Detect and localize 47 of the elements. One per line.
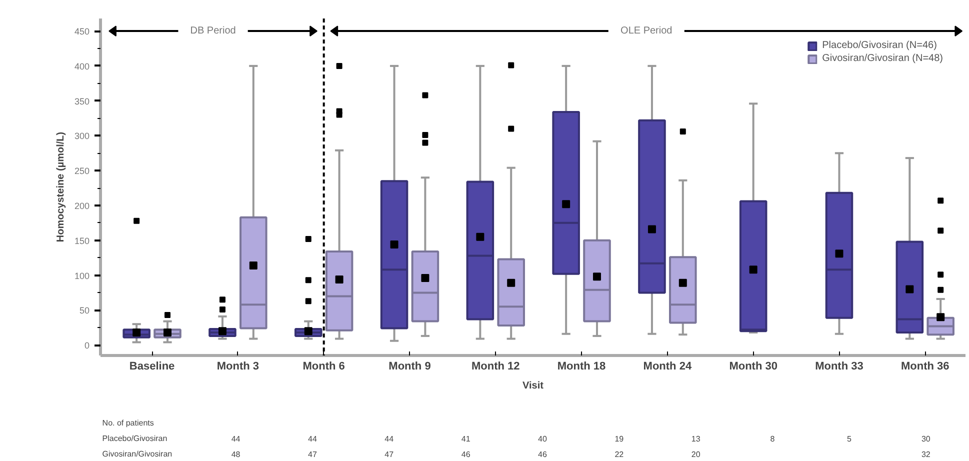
text: 46 [538, 450, 548, 459]
y-tick-label: 0 [84, 340, 90, 351]
text: 46 [461, 450, 471, 459]
x-tick-label: Month 30 [729, 360, 778, 372]
text: Givosiran/Givosiran [102, 449, 172, 458]
y-axis-title: Homocysteine (µmol/L) [55, 132, 66, 242]
x-tick-label: Month 36 [900, 360, 950, 372]
text: 44 [231, 434, 241, 444]
annotation: OLE Period [620, 26, 672, 37]
x-tick-label: Month 12 [471, 360, 520, 372]
text: 44 [384, 434, 394, 444]
annotation: DB Period [190, 26, 236, 37]
text: 48 [231, 450, 241, 459]
y-tick-label: 300 [74, 131, 90, 142]
text: 41 [461, 434, 471, 444]
text: Placebo/Givosiran [102, 434, 168, 443]
y-tick-label: 450 [74, 26, 90, 37]
y-tick-label: 250 [74, 166, 90, 176]
x-tick-label: Month 6 [302, 360, 345, 372]
text: 19 [614, 434, 624, 444]
x-tick-label: Month 9 [388, 360, 431, 372]
text: 20 [691, 450, 701, 459]
text: 13 [691, 434, 701, 444]
text: 44 [308, 434, 318, 444]
text: 40 [538, 434, 548, 444]
x-tick-label: Baseline [129, 360, 175, 372]
x-axis-title: Visit [522, 380, 544, 392]
text: 47 [384, 450, 394, 459]
legend-label: Placebo/Givosiran (N=46) [822, 40, 937, 51]
text: 47 [308, 450, 318, 459]
text: 5 [846, 434, 852, 444]
y-tick-label: 350 [74, 96, 90, 106]
y-tick-label: 50 [79, 306, 90, 316]
y-tick-label: 100 [74, 270, 90, 281]
legend-label: Givosiran/Givosiran (N=48) [822, 53, 943, 64]
text: 8 [770, 434, 776, 444]
text: 22 [614, 450, 624, 459]
y-tick-label: 400 [74, 61, 90, 72]
x-tick-label: Month 3 [216, 360, 260, 372]
x-tick-label: Month 33 [815, 360, 864, 372]
y-tick-label: 200 [74, 200, 90, 211]
x-tick-label: Month 18 [557, 360, 606, 372]
text: No. of patients [102, 418, 154, 428]
y-tick-label: 150 [74, 236, 90, 246]
x-tick-label: Month 24 [643, 360, 692, 372]
text: 32 [921, 450, 931, 459]
text: 30 [921, 434, 931, 444]
